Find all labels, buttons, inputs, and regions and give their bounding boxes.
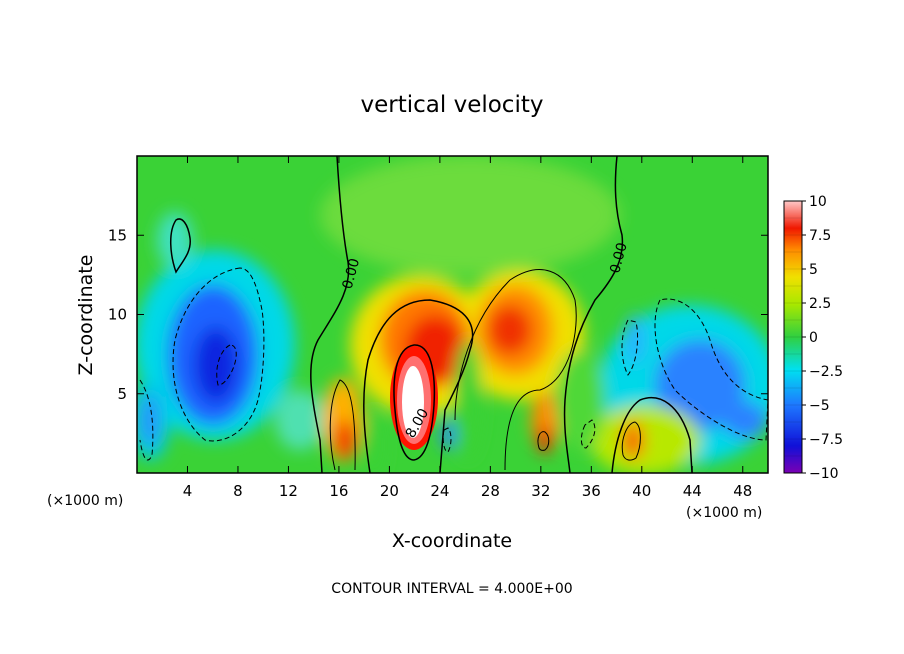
x-tick-label: 44	[683, 482, 702, 500]
neg-contour-36	[580, 419, 596, 449]
y-axis-label: Z-coordinate	[75, 255, 97, 376]
x-tick-label: 48	[733, 482, 752, 500]
four-contour-east	[454, 269, 577, 471]
zero-contour-updraft	[363, 299, 474, 473]
colorbar-tick-label: 10	[809, 194, 827, 210]
velocity-field	[137, 156, 768, 473]
updraft-core-inner	[402, 366, 424, 438]
neg-contour-west-inner	[216, 344, 237, 386]
zero-contour-west	[310, 156, 350, 473]
colorbar-tick-label: −2.5	[809, 364, 843, 380]
colorbar-tick-label: −5	[809, 398, 830, 414]
y-tick-label: 5	[117, 385, 127, 403]
colorbar: 10 7.5 5 2.5 0 −2.5 −5 −7.5 −10	[783, 194, 843, 482]
colorbar-tick-label: 7.5	[809, 228, 831, 244]
contour-lines	[139, 156, 768, 473]
neg-contour-farwest	[139, 379, 154, 461]
plot-area: 0.00 0.008.00	[137, 156, 768, 473]
colorbar-tick-label: 0	[809, 330, 818, 346]
x-tick-label: 24	[430, 482, 449, 500]
four-contour-low40	[621, 421, 641, 461]
four-contour-low32	[537, 431, 550, 451]
y-tick-label: 15	[108, 226, 127, 244]
contour-interval-note: CONTOUR INTERVAL = 4.000E+00	[331, 581, 572, 597]
neg-contour-east	[654, 298, 768, 441]
x-tick-label: 16	[329, 482, 348, 500]
colorbar-tick-label: −7.5	[809, 432, 843, 448]
contour-label: 0.00	[340, 257, 364, 291]
colorbar-tick-label: 5	[809, 262, 818, 278]
x-axis-label: X-coordinate	[392, 530, 512, 552]
zero-contour-topwest	[170, 218, 191, 274]
colorbar-tick-label: −10	[809, 466, 839, 482]
x-unit-right: (×1000 m)	[686, 505, 762, 521]
colorbar-ticks: 10 7.5 5 2.5 0 −2.5 −5 −7.5 −10	[784, 194, 843, 482]
x-tick-label: 32	[531, 482, 550, 500]
x-axis: 4 8 12 16 20 24 28 32 36 40 44 48	[183, 156, 752, 500]
y-axis: 5 10 15	[108, 226, 768, 403]
four-contour-core	[393, 344, 436, 461]
contour-label: 0.00	[607, 241, 631, 275]
x-tick-label: 28	[481, 482, 500, 500]
y-tick-label: 10	[108, 306, 127, 324]
x-unit-left: (×1000 m)	[47, 493, 123, 509]
zero-contour-lowright	[611, 396, 693, 473]
neg-contour-east2	[621, 319, 639, 376]
x-tick-label: 12	[279, 482, 298, 500]
four-contour-low16	[329, 379, 356, 471]
x-tick-label: 4	[183, 482, 193, 500]
x-tick-label: 36	[582, 482, 601, 500]
zero-contour-east	[563, 156, 624, 473]
x-tick-label: 40	[632, 482, 651, 500]
chart-title: vertical velocity	[361, 92, 544, 118]
colorbar-tick-label: 2.5	[809, 296, 831, 312]
x-tick-label: 8	[233, 482, 243, 500]
x-tick-label: 20	[380, 482, 399, 500]
neg-contour-24	[442, 427, 452, 453]
